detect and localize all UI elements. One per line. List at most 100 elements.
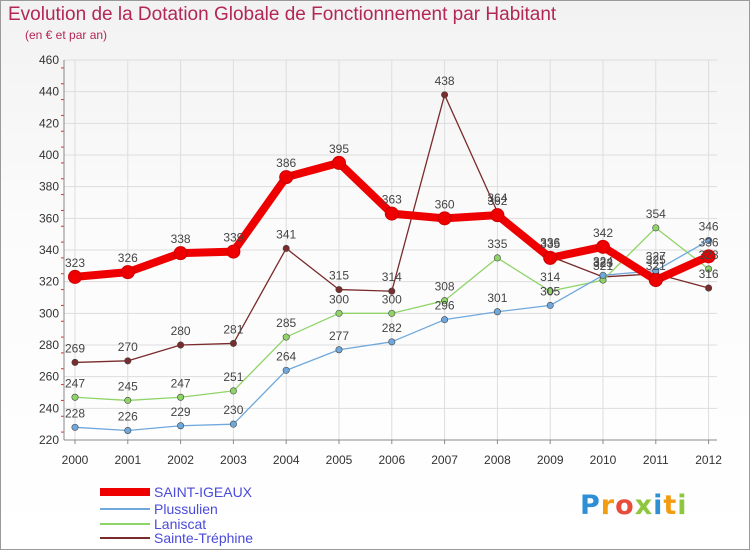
data-point-saint-igeaux-2009: [543, 250, 558, 265]
data-point-plussulien-2002: [177, 422, 185, 430]
data-label-plussulien-2011: 327: [646, 250, 666, 264]
data-point-plussulien-2000: [71, 423, 79, 431]
data-label-laniscat-2008: 335: [487, 237, 507, 251]
data-point-plussulien-2006: [388, 338, 396, 346]
data-label-plussulien-2005: 277: [329, 329, 349, 343]
data-label-plussulien-2002: 229: [171, 405, 191, 419]
data-point-saint-igeaux-2008: [490, 208, 505, 223]
data-label-saint-igeaux-2007: 360: [435, 197, 455, 211]
data-point-sainte-trephine-2003: [229, 339, 237, 347]
data-point-laniscat-2000: [71, 393, 79, 401]
x-tick-label-2006: 2006: [378, 453, 405, 467]
data-point-plussulien-2001: [124, 426, 132, 434]
data-label-saint-igeaux-2010: 342: [593, 226, 613, 240]
data-point-sainte-trephine-2012: [705, 284, 713, 292]
data-label-plussulien-2012: 346: [699, 220, 719, 234]
data-label-plussulien-2004: 264: [276, 349, 296, 363]
x-tick-label-2004: 2004: [273, 453, 300, 467]
data-label-sainte-trephine-2001: 270: [118, 340, 138, 354]
legend-label-plussulien: Plussulien: [154, 501, 218, 517]
x-tick-label-2002: 2002: [167, 453, 194, 467]
data-point-plussulien-2004: [282, 366, 290, 374]
data-point-saint-igeaux-2001: [120, 265, 135, 280]
data-label-laniscat-2000: 247: [65, 376, 85, 390]
data-point-sainte-trephine-2007: [441, 91, 449, 99]
data-label-laniscat-2001: 245: [118, 379, 138, 393]
data-point-plussulien-2010: [599, 271, 607, 279]
data-point-laniscat-2003: [229, 387, 237, 395]
data-label-plussulien-2010: 324: [593, 254, 613, 268]
logo-letter: o: [615, 490, 635, 521]
x-tick-label-2005: 2005: [326, 453, 353, 467]
data-point-saint-igeaux-2000: [68, 269, 82, 284]
legend-swatch-plussulien: [100, 508, 150, 510]
data-point-plussulien-2012: [705, 237, 713, 245]
logo-letter: i: [653, 490, 664, 521]
y-tick-label-300: 300: [39, 306, 59, 320]
y-tick-label-240: 240: [39, 401, 59, 415]
data-label-plussulien-2006: 282: [382, 321, 402, 335]
proxiti-logo: Proxiti: [580, 490, 688, 521]
legend-label-laniscat: Laniscat: [154, 516, 207, 532]
data-point-saint-igeaux-2012: [701, 249, 716, 264]
x-tick-label-2007: 2007: [431, 453, 458, 467]
data-point-sainte-trephine-2001: [124, 357, 132, 365]
legend-swatch-saint-igeaux: [100, 488, 150, 496]
data-label-sainte-trephine-2002: 280: [171, 324, 191, 338]
legend-swatch-laniscat: [100, 523, 150, 525]
data-point-sainte-trephine-2006: [388, 287, 396, 295]
data-label-plussulien-2000: 228: [65, 406, 85, 420]
data-point-saint-igeaux-2005: [332, 155, 346, 170]
data-point-saint-igeaux-2003: [226, 244, 241, 259]
data-point-laniscat-2009: [546, 287, 554, 295]
legend-label-sainte-trephine: Sainte-Tréphine: [154, 530, 254, 546]
chart-title: Evolution de la Dotation Globale de Fonc…: [8, 4, 557, 25]
data-point-saint-igeaux-2006: [384, 206, 399, 221]
data-label-plussulien-2007: 296: [435, 299, 455, 313]
data-point-saint-igeaux-2007: [437, 211, 452, 226]
logo-letter: r: [600, 490, 616, 521]
legend-label-saint-igeaux: SAINT-IGEAUX: [154, 484, 253, 500]
data-point-plussulien-2008: [493, 308, 501, 316]
data-label-laniscat-2005: 300: [329, 292, 349, 306]
data-point-saint-igeaux-2010: [596, 239, 610, 254]
data-point-laniscat-2004: [282, 333, 290, 341]
data-label-plussulien-2008: 301: [487, 291, 507, 305]
data-label-sainte-trephine-2009: 336: [540, 235, 560, 249]
data-label-sainte-trephine-2007: 438: [435, 74, 455, 88]
data-label-sainte-trephine-2010: 323: [593, 256, 613, 270]
data-label-laniscat-2003: 251: [223, 370, 243, 384]
data-label-saint-igeaux-2003: 339: [223, 231, 243, 245]
y-tick-label-220: 220: [39, 433, 59, 447]
data-label-saint-igeaux-2000: 323: [65, 256, 85, 270]
data-label-laniscat-2009: 314: [540, 270, 560, 284]
logo-letter: P: [580, 490, 601, 521]
data-point-plussulien-2009: [546, 301, 554, 309]
y-tick-label-420: 420: [39, 116, 59, 130]
data-label-laniscat-2004: 285: [276, 316, 296, 330]
data-label-saint-igeaux-2004: 386: [276, 156, 296, 170]
data-point-laniscat-2008: [493, 254, 501, 262]
data-label-sainte-trephine-2012: 316: [699, 267, 719, 281]
data-point-saint-igeaux-2002: [173, 246, 188, 261]
y-tick-label-280: 280: [39, 338, 59, 352]
data-label-sainte-trephine-2004: 341: [276, 227, 296, 241]
data-label-saint-igeaux-2001: 326: [118, 251, 138, 265]
y-tick-label-440: 440: [39, 85, 59, 99]
data-point-saint-igeaux-2011: [648, 273, 663, 288]
data-point-plussulien-2007: [441, 316, 449, 324]
x-tick-label-2001: 2001: [114, 453, 141, 467]
data-label-sainte-trephine-2011: 325: [646, 253, 666, 267]
logo-letter: x: [634, 490, 654, 521]
data-label-sainte-trephine-2005: 315: [329, 269, 349, 283]
data-point-plussulien-2003: [229, 420, 237, 428]
data-point-sainte-trephine-2005: [335, 286, 343, 294]
data-label-saint-igeaux-2009: 335: [540, 237, 560, 251]
chart-subtitle: (en € et par an): [25, 28, 108, 42]
y-tick-label-320: 320: [39, 275, 59, 289]
data-point-laniscat-2011: [652, 224, 660, 232]
data-point-sainte-trephine-2002: [177, 341, 185, 349]
data-label-saint-igeaux-2006: 363: [382, 193, 402, 207]
legend-swatch-sainte-trephine: [100, 537, 150, 539]
